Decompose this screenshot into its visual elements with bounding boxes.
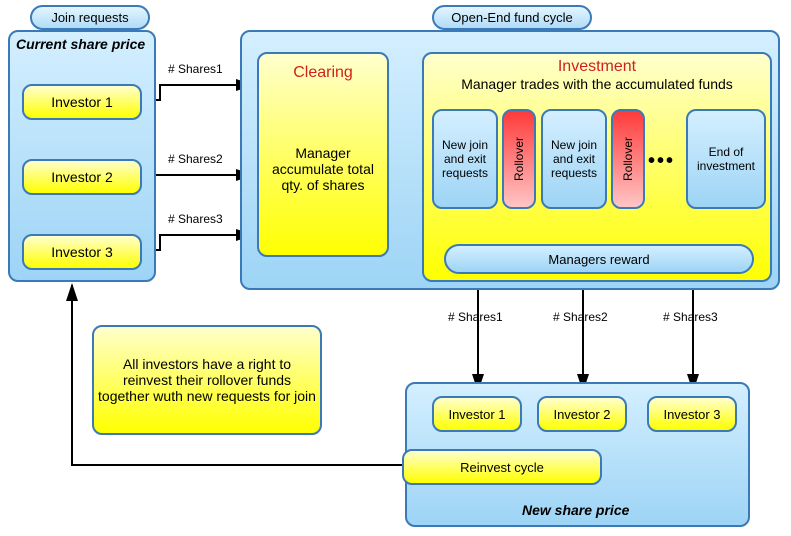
- join-requests-tab: Join requests: [30, 5, 150, 30]
- newjoin1-box: New join and exit requests: [432, 109, 498, 209]
- new-price-title: New share price: [522, 502, 629, 518]
- join-requests-label: Join requests: [51, 10, 128, 25]
- shares3-bottom-label: # Shares3: [663, 310, 718, 324]
- shares2-bottom-label: # Shares2: [553, 310, 608, 324]
- fund-cycle-panel: Clearing Manager accumulate total qty. o…: [240, 30, 780, 290]
- newjoin2-box: New join and exit requests: [541, 109, 607, 209]
- shares1-left-label: # Shares1: [168, 62, 223, 76]
- investor2-bottom: Investor 2: [537, 396, 627, 432]
- shares3-left-label: # Shares3: [168, 212, 223, 226]
- clearing-body: Manager accumulate total qty. of shares: [259, 114, 387, 224]
- managers-reward-box: Managers reward: [444, 244, 754, 274]
- dots: •••: [648, 150, 675, 173]
- investment-box: Investment Manager trades with the accum…: [422, 52, 772, 282]
- clearing-box: Clearing Manager accumulate total qty. o…: [257, 52, 389, 257]
- investor1-bottom: Investor 1: [432, 396, 522, 432]
- shares2-left-label: # Shares2: [168, 152, 223, 166]
- rollover1-box: Rollover: [502, 109, 536, 209]
- current-price-title: Current share price: [16, 36, 145, 52]
- investor3-left: Investor 3: [22, 234, 142, 270]
- investor2-left: Investor 2: [22, 159, 142, 195]
- current-price-panel: Current share price Investor 1 Investor …: [8, 30, 156, 282]
- investor3-bottom: Investor 3: [647, 396, 737, 432]
- note-box: All investors have a right to reinvest t…: [92, 325, 322, 435]
- rollover2-box: Rollover: [611, 109, 645, 209]
- reinvest-cycle-box: Reinvest cycle: [402, 449, 602, 485]
- investment-sub: Manager trades with the accumulated fund…: [424, 76, 770, 92]
- new-price-panel: Investor 1 Investor 2 Investor 3 Reinves…: [405, 382, 750, 527]
- investor1-left: Investor 1: [22, 84, 142, 120]
- open-end-tab: Open-End fund cycle: [432, 5, 592, 30]
- shares1-bottom-label: # Shares1: [448, 310, 503, 324]
- end-investment-box: End of investment: [686, 109, 766, 209]
- clearing-title: Clearing: [259, 64, 387, 82]
- investment-title: Investment: [424, 58, 770, 76]
- open-end-label: Open-End fund cycle: [451, 10, 572, 25]
